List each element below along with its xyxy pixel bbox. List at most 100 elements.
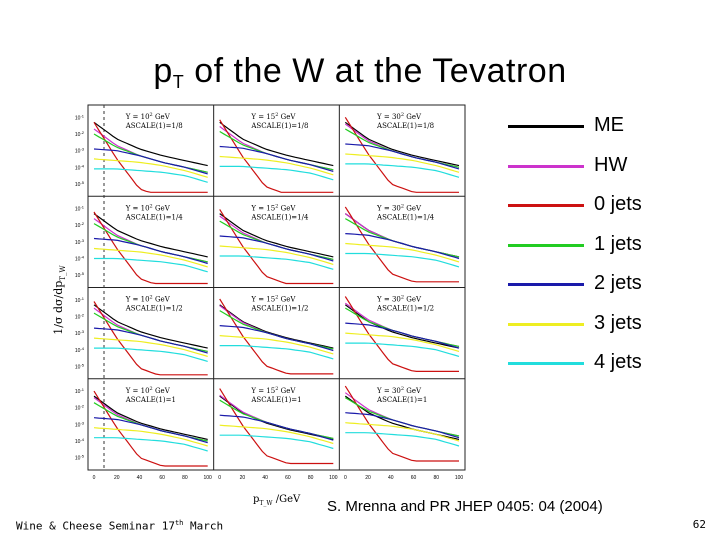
panel-ascale-label: ASCALE(1)=1/8 <box>376 122 434 130</box>
panel-ycut-label: Y = 302 GeV <box>376 295 422 304</box>
x-tick-label: 40 <box>388 475 394 481</box>
ycut-prefix: Y <box>250 113 256 121</box>
y-tick-label: 10-1 <box>75 113 85 121</box>
series-line-4-jets <box>219 434 334 450</box>
ycut-value: = 15 <box>256 387 275 395</box>
x-axis-label-main: p <box>253 494 259 505</box>
y-tick-label: 10-5 <box>75 454 85 462</box>
legend-label: 2 jets <box>594 272 642 294</box>
ycut-prefix: Y <box>376 113 382 121</box>
ycut-power: 2 <box>150 112 153 118</box>
y-tick-exponent: -3 <box>80 147 84 152</box>
x-tick-label: 20 <box>365 475 371 481</box>
series-line-0-jets <box>344 296 459 372</box>
panel-ycut-label: Y = 102 GeV <box>125 112 171 121</box>
x-tick-label: 60 <box>411 475 417 481</box>
ycut-prefix: Y <box>125 204 131 212</box>
series-line-me <box>219 213 334 258</box>
y-tick-base: 10 <box>75 422 81 428</box>
legend-item: 3 jets <box>505 306 705 346</box>
y-tick-label: 10-3 <box>75 420 85 428</box>
series-line-1-jets <box>219 399 334 440</box>
y-tick-exponent: -4 <box>80 255 84 260</box>
ycut-value: = 15 <box>256 113 275 121</box>
ycut-unit: GeV <box>153 387 171 395</box>
series-line-4-jets <box>219 255 334 270</box>
x-tick-label: 80 <box>182 475 188 481</box>
panel-ascale-label: ASCALE(1)=1 <box>376 396 427 404</box>
x-axis-label-sub: T_W <box>259 500 273 507</box>
series-line-3-jets <box>219 155 334 176</box>
series-line-1-jets <box>344 307 460 347</box>
series-line-me <box>93 304 208 349</box>
series-line-0-jets <box>219 298 334 375</box>
ycut-power: 2 <box>150 203 153 209</box>
page-number: 62 <box>692 518 706 531</box>
ycut-value: = 10 <box>130 296 149 304</box>
y-tick-label: 10-5 <box>75 271 85 279</box>
ycut-power: 2 <box>275 295 278 301</box>
ycut-prefix: Y <box>125 387 131 395</box>
series-line-2-jets <box>219 145 334 172</box>
series-line-3-jets <box>93 337 208 357</box>
x-tick-label: 20 <box>114 475 120 481</box>
y-tick-base: 10 <box>75 240 81 246</box>
ycut-unit: GeV <box>153 204 171 212</box>
series-line-me <box>219 304 334 349</box>
panel-ascale-label: ASCALE(1)=1/2 <box>125 305 183 313</box>
series-line-2-jets <box>93 327 208 354</box>
ycut-power: 2 <box>401 112 404 118</box>
panel-ascale-label: ASCALE(1)=1/8 <box>125 122 183 130</box>
y-tick-exponent: -5 <box>80 271 84 276</box>
panel-ascale-label: ASCALE(1)=1/4 <box>125 213 184 221</box>
y-tick-exponent: -2 <box>80 312 84 317</box>
panel-ascale-label: ASCALE(1)=1 <box>250 396 301 404</box>
legend-swatch <box>508 164 584 168</box>
y-tick-exponent: -1 <box>80 296 84 301</box>
ycut-value: = 30 <box>382 204 401 212</box>
ycut-value: = 30 <box>382 296 401 304</box>
x-tick-label: 0 <box>93 475 96 481</box>
series-line-3-jets <box>93 427 208 447</box>
ycut-value: = 30 <box>382 387 401 395</box>
series-line-0-jets <box>344 385 459 462</box>
y-tick-exponent: -1 <box>80 387 84 392</box>
series-line-me <box>344 121 460 167</box>
series-line-0-jets <box>93 211 208 285</box>
ycut-value: = 10 <box>130 387 149 395</box>
ycut-prefix: Y <box>376 387 382 395</box>
ycut-prefix: Y <box>250 387 256 395</box>
series-line-4-jets <box>94 347 208 362</box>
ycut-prefix: Y <box>250 204 256 212</box>
y-tick-label: 10-4 <box>75 346 85 354</box>
ycut-value: = 30 <box>382 113 401 121</box>
legend-item: 4 jets <box>505 345 705 385</box>
y-axis-label-sub: T_W <box>59 264 67 280</box>
series-line-3-jets <box>93 247 208 268</box>
ycut-unit: GeV <box>404 296 422 304</box>
series-line-3-jets <box>345 242 460 263</box>
legend-item: HW <box>505 148 705 188</box>
y-tick-exponent: -5 <box>80 454 84 459</box>
series-line-1-jets <box>93 312 208 352</box>
series-line-3-jets <box>219 335 334 355</box>
y-tick-exponent: -5 <box>80 362 84 367</box>
series-line-3-jets <box>219 245 334 265</box>
x-axis-label-unit: /GeV <box>273 494 301 505</box>
ycut-power: 2 <box>401 295 404 301</box>
series-line-1-jets <box>219 310 334 350</box>
legend-swatch <box>508 204 584 207</box>
x-tick-label: 40 <box>262 475 268 481</box>
ycut-prefix: Y <box>250 296 256 304</box>
panel-ascale-label: ASCALE(1)=1/8 <box>250 122 308 130</box>
footer-main: Wine & Cheese Seminar 17 <box>16 519 175 533</box>
y-tick-exponent: -2 <box>80 221 84 226</box>
panel-ascale-label: ASCALE(1)=1 <box>125 396 176 404</box>
series-line-me <box>93 213 208 258</box>
ycut-unit: GeV <box>278 387 296 395</box>
y-tick-base: 10 <box>75 149 81 155</box>
